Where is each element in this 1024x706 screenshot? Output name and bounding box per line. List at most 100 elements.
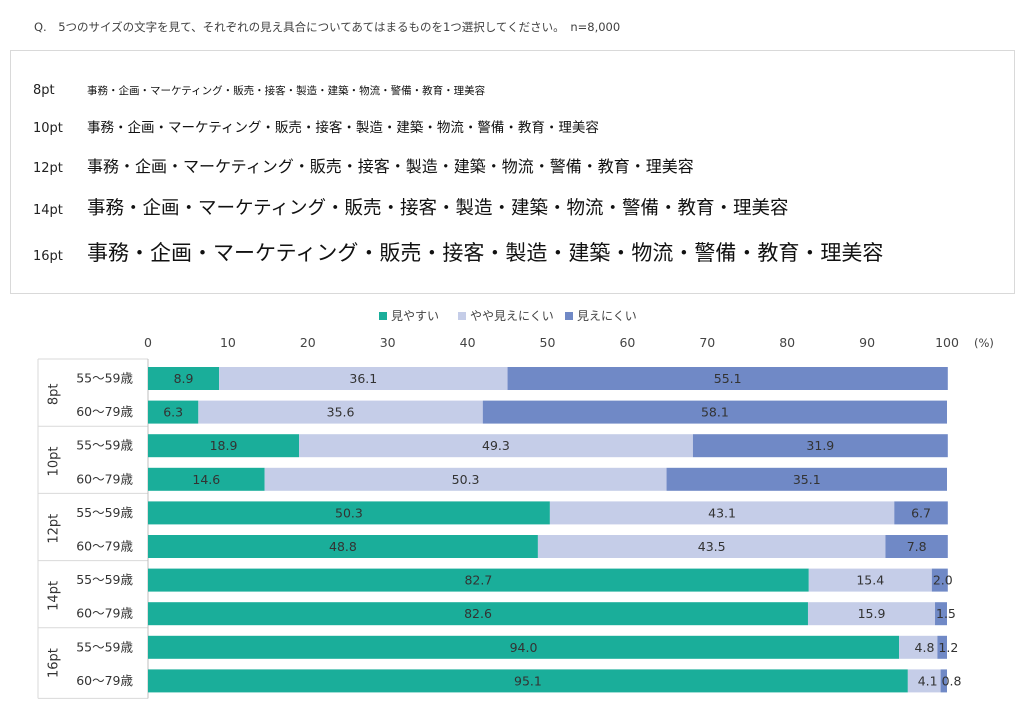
sample-size-label: 16pt — [33, 249, 63, 264]
x-tick-label: 70 — [699, 335, 715, 350]
legend-label: 見えにくい — [577, 309, 637, 323]
bar-segment — [148, 535, 538, 558]
sample-row-10pt: 10pt 事務・企画・マーケティング・販売・接客・製造・建築・物流・警備・教育・理… — [33, 116, 599, 136]
bar-segment — [549, 501, 895, 525]
data-label: 50.3 — [335, 505, 363, 520]
bar-segment — [808, 568, 932, 592]
bar-segment — [935, 602, 947, 626]
legend-swatch — [458, 312, 466, 320]
bar-segment — [899, 635, 938, 659]
bar-segment — [807, 602, 936, 626]
legend-swatch — [379, 312, 387, 320]
legend-label: 見やすい — [391, 309, 439, 323]
x-tick-label: 0 — [144, 335, 152, 350]
bar-segment — [148, 568, 809, 592]
data-label: 43.5 — [698, 539, 726, 554]
sample-size-label: 14pt — [33, 203, 63, 218]
data-label: 48.8 — [329, 539, 357, 554]
data-label: 7.8 — [907, 539, 927, 554]
x-tick-label: 90 — [859, 335, 875, 350]
data-label: 43.1 — [708, 505, 736, 520]
question-text: Q. 5つのサイズの文字を見て、それぞれの見え具合についてあてはまるものを1つ選… — [34, 20, 621, 34]
sample-text: 事務・企画・マーケティング・販売・接客・製造・建築・物流・警備・教育・理美容 — [87, 198, 789, 219]
row-category-label: 55～59歳 — [76, 572, 133, 587]
data-label: 18.9 — [210, 438, 238, 453]
row-category-label: 60～79歳 — [76, 471, 133, 486]
bar-segment — [198, 400, 483, 424]
data-label: 94.0 — [510, 640, 538, 655]
bar-segment — [148, 602, 808, 626]
bar-segment — [940, 669, 947, 693]
x-tick-label: 30 — [380, 335, 396, 350]
sample-row-16pt: 16pt 事務・企画・マーケティング・販売・接客・製造・建築・物流・警備・教育・理… — [33, 237, 883, 267]
sample-text: 事務・企画・マーケティング・販売・接客・製造・建築・物流・警備・教育・理美容 — [87, 85, 486, 97]
bar-segment — [148, 467, 265, 491]
x-tick-label: 20 — [300, 335, 316, 350]
data-label: 6.3 — [163, 405, 183, 420]
bar-segment — [148, 669, 908, 693]
data-label: 35.1 — [793, 472, 821, 487]
row-category-label: 55～59歳 — [76, 438, 133, 453]
bar-segment — [537, 535, 886, 558]
sample-row-12pt: 12pt 事務・企画・マーケティング・販売・接客・製造・建築・物流・警備・教育・理… — [33, 153, 694, 177]
bar-segment — [148, 635, 900, 659]
x-tick-label: 40 — [460, 335, 476, 350]
row-category-label: 55～59歳 — [76, 639, 133, 654]
legend-swatch — [565, 312, 573, 320]
data-label: 15.4 — [856, 573, 884, 588]
sample-text: 事務・企画・マーケティング・販売・接客・製造・建築・物流・警備・教育・理美容 — [87, 157, 694, 176]
x-tick-label: 100 — [935, 335, 959, 350]
data-label: 6.7 — [911, 505, 931, 520]
x-tick-label: 80 — [779, 335, 795, 350]
bar-segment — [299, 434, 693, 458]
bar-segment — [148, 367, 220, 390]
group-label: 10pt — [47, 447, 62, 477]
data-label: 31.9 — [806, 438, 834, 453]
data-label: 35.6 — [327, 405, 355, 420]
data-label: 15.9 — [858, 606, 886, 621]
data-label: 1.5 — [936, 606, 956, 621]
row-category-label: 55～59歳 — [76, 371, 133, 386]
data-label: 49.3 — [482, 438, 510, 453]
bar-segment — [482, 400, 947, 424]
sample-size-label: 8pt — [33, 83, 55, 98]
group-label: 8pt — [47, 383, 62, 405]
stacked-bar-chart: 見やすい やや見えにくい 見えにくい 0 10 20 30 40 50 60 70 80 90 100 (%… — [37, 309, 994, 699]
data-label: 8.9 — [174, 371, 194, 386]
bar-segment — [219, 367, 508, 390]
sample-text: 事務・企画・マーケティング・販売・接客・製造・建築・物流・警備・教育・理美容 — [87, 120, 599, 136]
data-label: 82.7 — [464, 573, 492, 588]
bar-segment — [666, 467, 947, 491]
legend-label: やや見えにくい — [470, 309, 554, 323]
x-tick-label: 50 — [540, 335, 556, 350]
sample-row-8pt: 8pt 事務・企画・マーケティング・販売・接客・製造・建築・物流・警備・教育・理美… — [33, 79, 485, 98]
group-label: 16pt — [47, 648, 62, 678]
group-label: 14pt — [47, 581, 62, 611]
bar-segment — [264, 467, 667, 491]
bar-segment — [894, 501, 948, 525]
data-label: 0.8 — [942, 673, 962, 688]
font-sample-box: 8pt 事務・企画・マーケティング・販売・接客・製造・建築・物流・警備・教育・理美… — [10, 50, 1015, 294]
bar-segment — [507, 367, 948, 390]
sample-size-label: 12pt — [33, 161, 63, 176]
data-label: 82.6 — [464, 606, 492, 621]
data-label: 4.1 — [918, 673, 938, 688]
bar-segment — [148, 400, 199, 424]
bar-segment — [937, 635, 947, 659]
row-category-label: 55～59歳 — [76, 505, 133, 520]
data-label: 50.3 — [452, 472, 480, 487]
data-label: 4.8 — [915, 640, 935, 655]
bar-segment — [148, 434, 300, 458]
data-label: 14.6 — [192, 472, 220, 487]
bar-segment — [692, 434, 948, 458]
sample-row-14pt: 14pt 事務・企画・マーケティング・販売・接客・製造・建築・物流・警備・教育・理… — [33, 194, 789, 220]
bar-segment — [885, 535, 948, 558]
x-tick-label: 60 — [619, 335, 635, 350]
data-label: 2.0 — [933, 573, 953, 588]
data-label: 95.1 — [514, 673, 542, 688]
row-category-label: 60～79歳 — [76, 606, 133, 621]
sample-text: 事務・企画・マーケティング・販売・接客・製造・建築・物流・警備・教育・理美容 — [87, 241, 884, 265]
data-label: 58.1 — [701, 405, 729, 420]
bar-segment — [931, 568, 948, 592]
sample-size-label: 10pt — [33, 121, 63, 136]
